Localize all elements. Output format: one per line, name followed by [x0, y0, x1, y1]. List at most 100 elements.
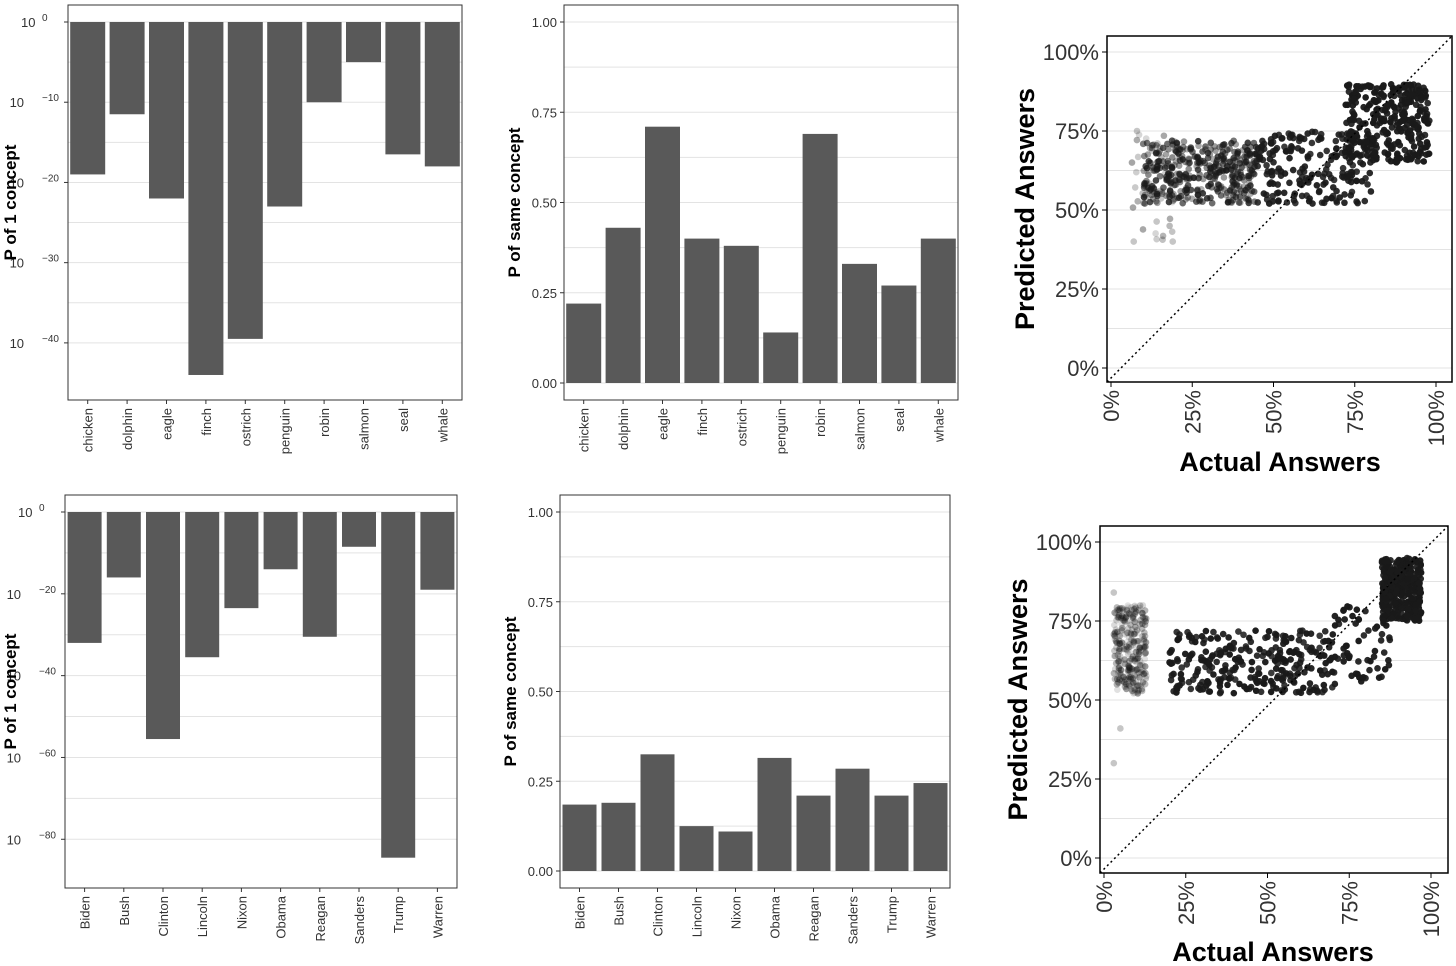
scatter-point: [1248, 666, 1255, 674]
scatter-point: [1414, 157, 1421, 165]
scatter-point: [1130, 637, 1138, 645]
y-tick-exponent: 0: [42, 13, 48, 24]
scatter-point: [1177, 188, 1184, 195]
scatter-point: [1202, 143, 1209, 150]
scatter-point: [1130, 612, 1137, 620]
scatter-point: [1272, 635, 1280, 642]
scatter-point: [1378, 90, 1385, 97]
scatter-point: [1154, 199, 1161, 207]
x-tick-label-ostrich: ostrich: [238, 408, 253, 446]
y-tick-label: 10: [10, 256, 24, 271]
scatter-point: [1316, 632, 1323, 640]
scatter-point: [1125, 661, 1132, 669]
scatter-point: [1345, 88, 1353, 96]
scatter-point: [1179, 143, 1187, 151]
scatter-point: [1176, 171, 1184, 178]
scatter-point: [1134, 688, 1141, 695]
y-tick-label: 10: [7, 669, 21, 684]
scatter-point: [1315, 188, 1323, 196]
scatter-point: [1164, 140, 1171, 148]
scatter-point: [1134, 690, 1142, 697]
scatter-point: [1118, 624, 1126, 632]
scatter-point: [1260, 145, 1268, 153]
scatter-point: [1425, 150, 1433, 158]
x-tick-label-obama: Obama: [768, 895, 783, 938]
scatter-point: [1136, 661, 1144, 669]
y-tick-label: 50%: [1048, 688, 1092, 713]
scatter-point: [1254, 145, 1262, 152]
scatter-point: [1116, 607, 1123, 614]
scatter-point: [1380, 82, 1387, 89]
scatter-point: [1421, 87, 1429, 95]
scatter-point: [1169, 154, 1176, 161]
scatter-point: [1140, 637, 1148, 645]
scatter-point: [1418, 133, 1425, 141]
scatter-point: [1114, 669, 1122, 677]
scatter-point: [1113, 604, 1121, 611]
scatter-point: [1208, 199, 1216, 207]
scatter-point: [1221, 673, 1228, 681]
scatter-point: [1321, 628, 1329, 635]
scatter-point: [1199, 148, 1206, 155]
scatter-point: [1129, 653, 1137, 660]
x-tick-label-bush: Bush: [117, 896, 132, 926]
scatter-point: [1199, 175, 1207, 183]
scatter-point: [1253, 652, 1261, 660]
bar-sanders: [835, 768, 870, 871]
scatter-point: [1207, 635, 1215, 642]
scatter-point: [1352, 670, 1360, 677]
scatter-point: [1116, 640, 1123, 647]
scatter-point: [1111, 632, 1119, 640]
scatter-point: [1230, 689, 1238, 697]
scatter-point: [1125, 641, 1133, 648]
bar-dolphin: [109, 22, 145, 115]
scatter-point: [1333, 197, 1340, 205]
scatter-point: [1347, 128, 1355, 135]
scatter-point: [1348, 154, 1356, 161]
scatter-point: [1111, 652, 1118, 660]
scatter-point: [1335, 620, 1343, 628]
scatter-point: [1126, 664, 1133, 672]
scatter-point: [1247, 182, 1254, 189]
scatter-point: [1199, 198, 1206, 205]
y-axis-title: P of same concept: [505, 127, 524, 277]
scatter-point: [1407, 155, 1415, 163]
scatter-point: [1110, 669, 1118, 677]
scatter-point: [1217, 649, 1225, 656]
scatter-point: [1307, 685, 1314, 693]
scatter-point: [1232, 141, 1240, 148]
scatter-point: [1126, 648, 1134, 656]
scatter-point: [1260, 190, 1268, 197]
scatter-point: [1224, 681, 1231, 689]
scatter-point: [1117, 725, 1124, 732]
scatter-point: [1199, 157, 1207, 165]
scatter-point: [1132, 623, 1139, 631]
scatter-point: [1358, 178, 1366, 185]
scatter-point: [1227, 674, 1235, 681]
scatter-point: [1114, 606, 1122, 614]
bar-clinton: [640, 754, 675, 871]
scatter-point: [1131, 657, 1139, 665]
scatter-point: [1298, 134, 1305, 142]
scatter-point: [1343, 642, 1350, 650]
scatter-point: [1140, 193, 1148, 201]
x-tick-label-whale: whale: [435, 408, 450, 443]
scatter-point: [1416, 598, 1424, 606]
scatter-point: [1349, 612, 1356, 620]
scatter-point: [1272, 665, 1280, 672]
scatter-point: [1136, 644, 1144, 651]
panel-animals_log: 10 0 10 −10 10 −20 10 −30 10 −40 chicken dolphin eag…: [1, 4, 463, 454]
scatter-point: [1124, 668, 1132, 675]
scatter-point: [1346, 652, 1353, 660]
scatter-point: [1230, 645, 1237, 652]
scatter-point: [1120, 645, 1128, 653]
scatter-point: [1148, 164, 1156, 171]
scatter-point: [1193, 187, 1201, 194]
scatter-point: [1199, 190, 1207, 197]
scatter-point: [1408, 595, 1415, 602]
scatter-point: [1129, 678, 1136, 686]
scatter-point: [1202, 627, 1210, 635]
scatter-point: [1187, 685, 1195, 693]
scatter-point: [1156, 187, 1164, 195]
x-tick-label-robin: robin: [317, 408, 332, 437]
